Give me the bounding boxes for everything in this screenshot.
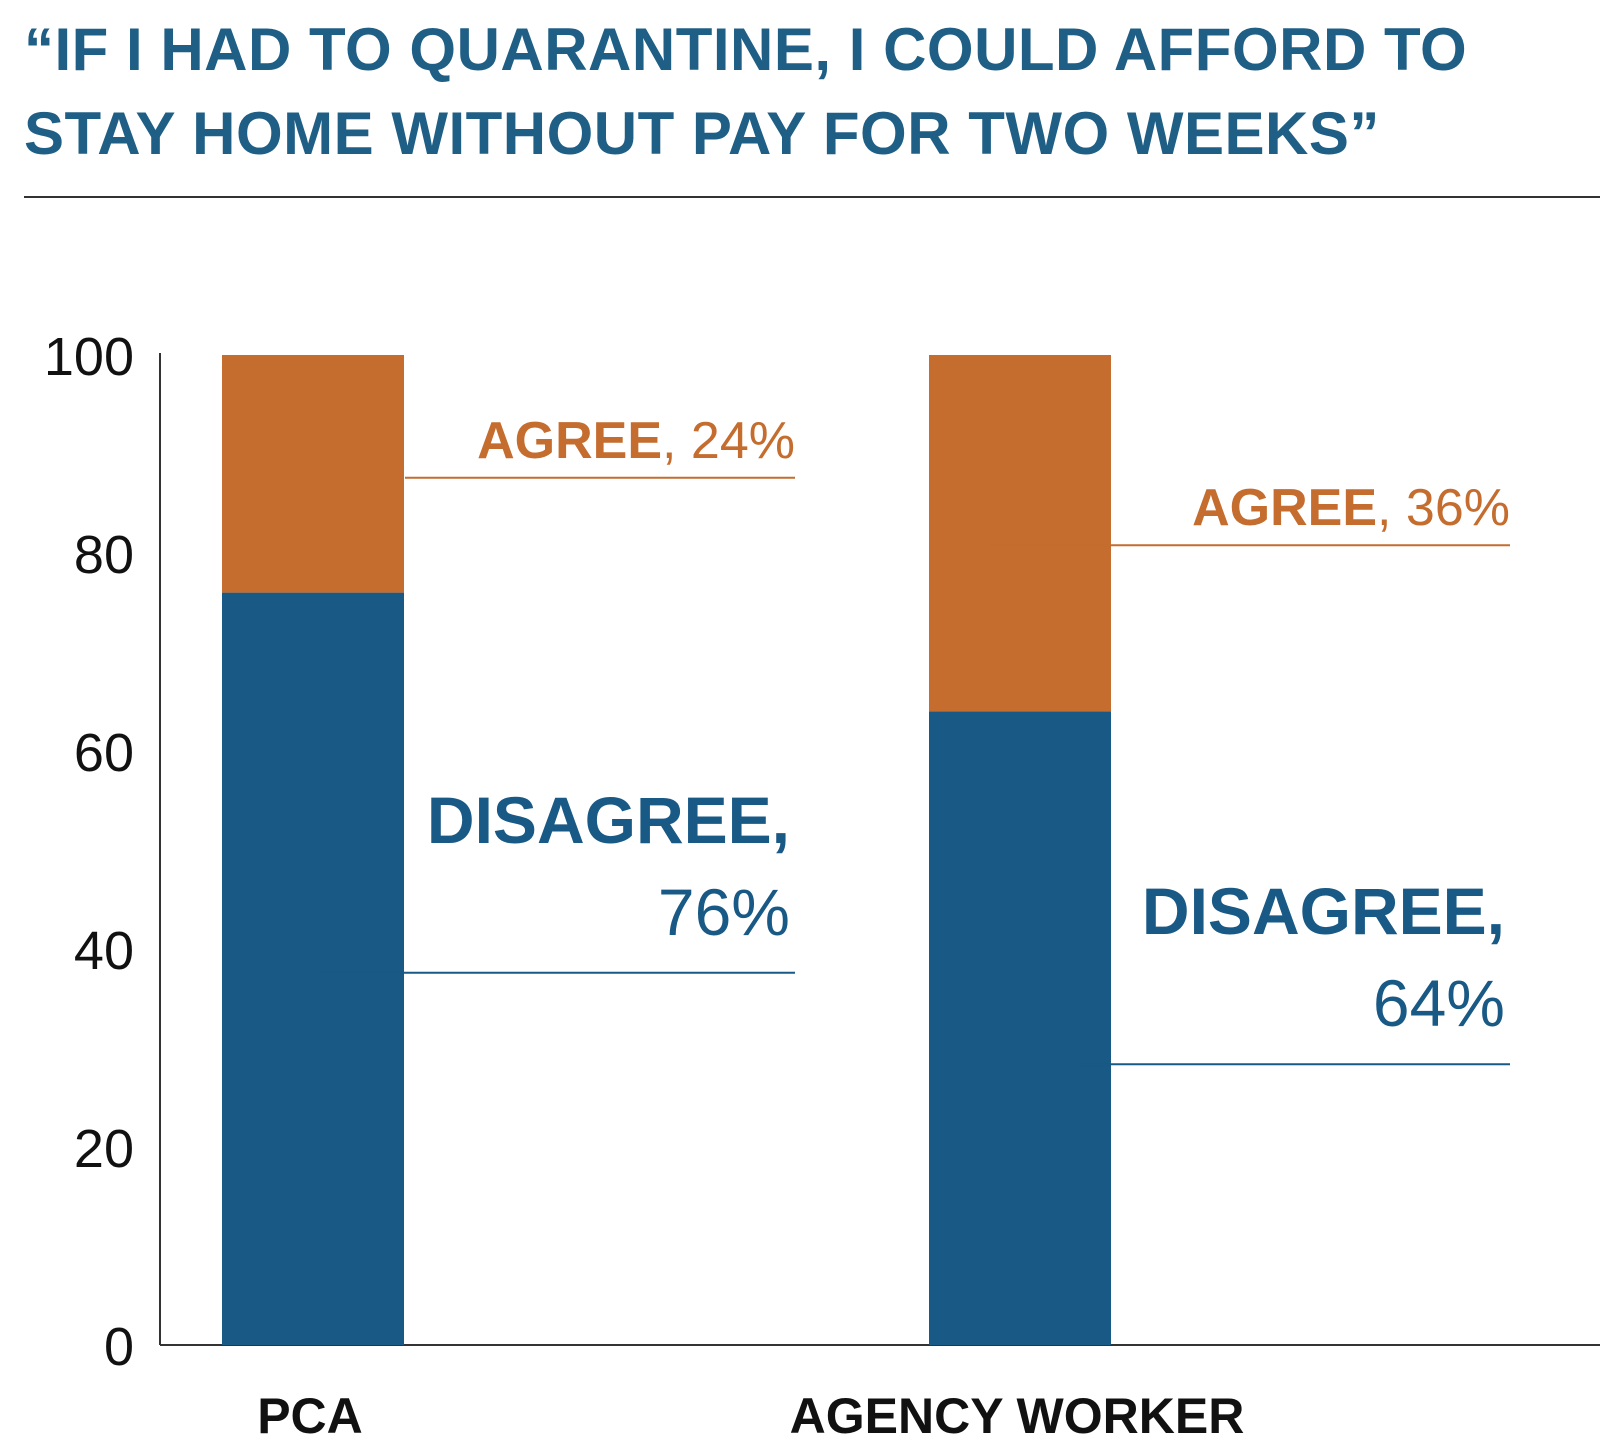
x-axis: PCA AGENCY WORKER xyxy=(160,1344,1600,1444)
bar-segment-disagree xyxy=(929,711,1111,1345)
title-divider xyxy=(24,196,1600,198)
chart-title: “IF I HAD TO QUARANTINE, I COULD AFFORD … xyxy=(24,16,1468,167)
y-tick-label: 0 xyxy=(104,1317,134,1377)
disagree-label-name: DISAGREE, xyxy=(1142,874,1505,948)
bar-segment-disagree xyxy=(222,592,404,1345)
disagree-label-name: DISAGREE, xyxy=(427,783,790,857)
y-tick-label: 80 xyxy=(74,525,134,585)
y-tick-label: 40 xyxy=(74,921,134,981)
agree-label-value: , 36% xyxy=(1377,479,1510,537)
bar-segment-agree xyxy=(222,355,404,593)
y-tick-label: 60 xyxy=(74,723,134,783)
bars xyxy=(222,355,1111,1345)
disagree-label-value: 64% xyxy=(1373,966,1505,1040)
y-tick-label: 20 xyxy=(74,1119,134,1179)
y-axis: 0 20 40 60 80 100 xyxy=(44,327,161,1377)
agree-label-name: AGREE xyxy=(1192,479,1377,537)
agree-data-label: AGREE, 36% xyxy=(1192,479,1510,537)
agree-label-value: , 24% xyxy=(662,412,795,470)
disagree-label-value: 76% xyxy=(658,875,790,949)
bar-segment-agree xyxy=(929,355,1111,712)
x-tick-label: PCA xyxy=(257,1388,363,1444)
data-labels: AGREE, 24%DISAGREE,76%AGREE, 36%DISAGREE… xyxy=(320,412,1510,1066)
x-tick-label: AGENCY WORKER xyxy=(790,1388,1245,1444)
agree-data-label: AGREE, 24% xyxy=(477,412,795,470)
agree-label-name: AGREE xyxy=(477,412,662,470)
y-tick-label: 100 xyxy=(44,327,134,387)
